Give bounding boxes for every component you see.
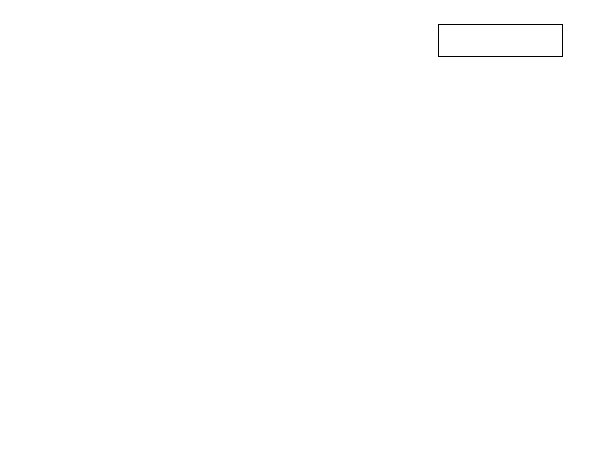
legend-entry-temperature bbox=[439, 26, 562, 40]
legend-box bbox=[438, 24, 563, 57]
legend-line-sample-temperature bbox=[519, 32, 555, 35]
legend-line-sample-humidity bbox=[519, 47, 555, 50]
legend-entry-humidity bbox=[439, 41, 562, 55]
